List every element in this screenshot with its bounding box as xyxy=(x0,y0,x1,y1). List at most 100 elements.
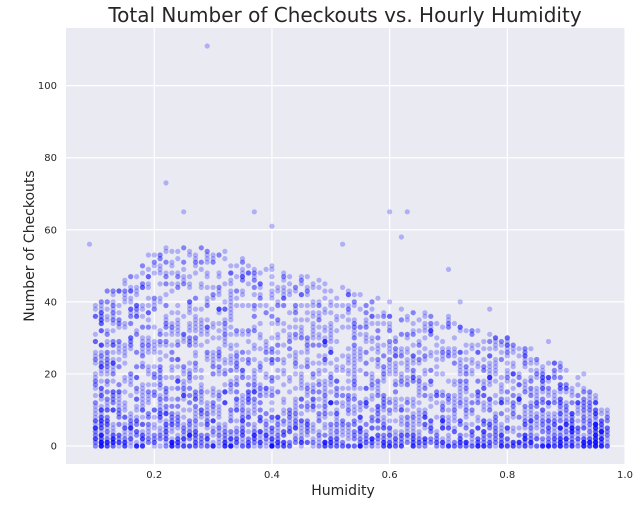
data-point xyxy=(487,306,493,312)
data-point xyxy=(134,429,140,435)
data-point xyxy=(322,378,328,384)
data-point xyxy=(163,411,169,417)
data-point xyxy=(298,436,304,442)
data-point xyxy=(340,429,346,435)
data-point xyxy=(522,382,528,388)
data-point xyxy=(498,400,504,406)
data-point xyxy=(104,299,110,305)
data-point xyxy=(157,270,163,276)
data-point xyxy=(239,371,246,377)
data-point xyxy=(198,436,204,442)
data-point xyxy=(110,378,116,384)
data-point xyxy=(122,443,128,449)
data-point xyxy=(239,429,246,435)
data-point xyxy=(269,385,275,391)
data-point xyxy=(304,418,310,424)
data-point xyxy=(228,367,234,373)
data-point xyxy=(263,385,269,391)
data-point xyxy=(440,443,446,449)
data-point xyxy=(569,418,575,424)
data-point xyxy=(275,439,281,445)
data-point xyxy=(451,443,457,449)
data-point xyxy=(575,392,581,399)
y-tick-label: 20 xyxy=(44,369,57,380)
data-point xyxy=(334,418,340,424)
data-point xyxy=(92,432,98,438)
data-point xyxy=(469,328,475,334)
data-point xyxy=(122,403,128,409)
data-point xyxy=(451,349,457,355)
data-point xyxy=(192,335,199,341)
data-point xyxy=(528,378,534,384)
data-point xyxy=(422,324,428,330)
data-point xyxy=(322,295,328,301)
data-point xyxy=(204,349,210,355)
data-point xyxy=(498,389,504,395)
data-point xyxy=(281,396,287,402)
data-point xyxy=(251,346,257,352)
data-point xyxy=(345,356,351,363)
data-point xyxy=(163,245,169,251)
data-point xyxy=(110,396,116,402)
data-point xyxy=(198,328,204,334)
data-point xyxy=(587,389,593,395)
data-point xyxy=(157,374,163,381)
data-point xyxy=(445,396,452,402)
data-point xyxy=(234,382,240,388)
data-point xyxy=(169,270,175,276)
data-point xyxy=(357,443,363,449)
data-point xyxy=(98,443,104,449)
data-point xyxy=(540,371,546,377)
data-point xyxy=(510,346,516,352)
data-point xyxy=(228,324,234,330)
data-point xyxy=(210,356,216,363)
data-point xyxy=(145,389,151,395)
data-point xyxy=(328,443,334,449)
data-point xyxy=(557,429,563,435)
data-point xyxy=(469,371,475,377)
data-point xyxy=(92,392,98,399)
data-point xyxy=(251,403,257,409)
data-point xyxy=(222,443,228,449)
data-point xyxy=(269,374,275,381)
data-point xyxy=(98,407,104,413)
data-point xyxy=(540,436,546,442)
data-point xyxy=(569,425,575,431)
data-point xyxy=(387,432,393,438)
data-point xyxy=(245,270,251,276)
data-point xyxy=(198,306,204,312)
data-point xyxy=(104,418,110,424)
data-point xyxy=(522,346,528,352)
data-point xyxy=(304,439,310,445)
data-point xyxy=(92,439,98,445)
data-point xyxy=(451,346,457,352)
data-point xyxy=(369,425,375,431)
data-point xyxy=(134,374,140,381)
data-point xyxy=(569,443,575,449)
data-point xyxy=(181,439,187,445)
data-point xyxy=(575,425,581,431)
data-point xyxy=(292,364,299,370)
data-point xyxy=(328,425,334,431)
data-point xyxy=(492,367,499,373)
data-point xyxy=(598,407,605,413)
data-point xyxy=(528,378,534,384)
data-point xyxy=(157,342,163,348)
data-point xyxy=(334,429,340,435)
data-point xyxy=(216,407,222,413)
data-point xyxy=(422,443,428,449)
data-point xyxy=(198,407,204,413)
data-point xyxy=(351,411,357,417)
data-point xyxy=(516,346,522,352)
data-point xyxy=(269,346,275,352)
data-point xyxy=(434,439,440,445)
data-point xyxy=(328,400,334,406)
data-point xyxy=(110,342,116,348)
data-point xyxy=(139,364,146,370)
data-point xyxy=(422,353,428,359)
data-point xyxy=(187,360,193,366)
data-point xyxy=(210,292,216,298)
data-point xyxy=(392,353,399,359)
data-point xyxy=(351,443,357,449)
data-point xyxy=(169,356,175,363)
